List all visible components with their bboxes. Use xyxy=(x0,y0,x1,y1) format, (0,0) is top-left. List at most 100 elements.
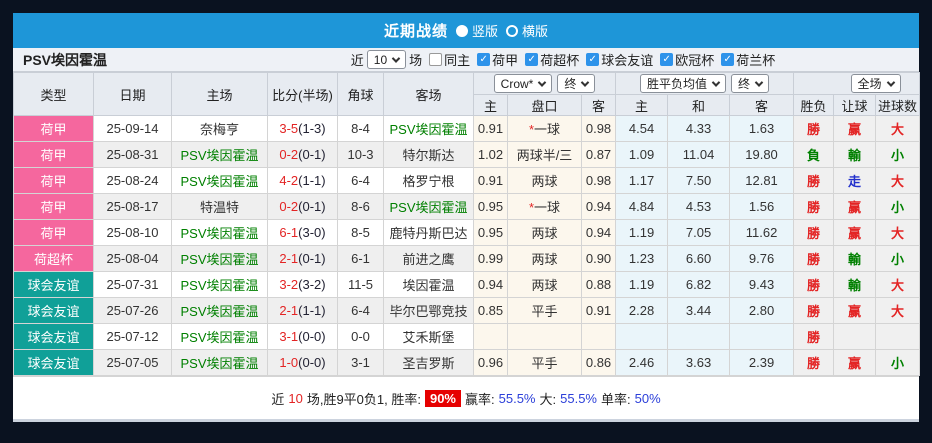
layout-option-horizontal[interactable]: 横版 xyxy=(506,21,548,40)
table-row: 荷甲 25-08-24 PSV埃因霍温 4-2(1-1) 6-4 格罗宁根 0.… xyxy=(13,167,921,194)
table-row: 球会友谊 25-07-31 PSV埃因霍温 3-2(3-2) 11-5 埃因霍温… xyxy=(13,271,921,298)
away-team[interactable]: 圣吉罗斯 xyxy=(383,349,474,376)
handicap-text: 平手 xyxy=(531,304,558,319)
fulltime-score: 3-1 xyxy=(279,329,299,344)
mean-odds-value: 胜平负均值 xyxy=(647,77,708,91)
mean-draw-odds xyxy=(667,323,731,350)
col-score: 比分(半场) xyxy=(267,72,338,116)
away-team[interactable]: 特尔斯达 xyxy=(383,141,474,168)
checkbox-checked-icon[interactable] xyxy=(586,53,600,66)
home-team[interactable]: PSV埃因霍温 xyxy=(171,167,268,194)
competition-checkbox-supercup[interactable]: 荷超杯 xyxy=(525,50,579,69)
fulltime-score: 4-2 xyxy=(279,173,299,188)
away-team[interactable]: 鹿特丹斯巴达 xyxy=(383,219,474,246)
halftime-score: (1-3) xyxy=(298,121,326,136)
away-team[interactable]: 艾禾斯堡 xyxy=(383,323,474,350)
away-team[interactable]: PSV埃因霍温 xyxy=(383,193,474,220)
mean-away-odds: 2.39 xyxy=(729,349,795,376)
competition-badge: 球会友谊 xyxy=(13,271,94,298)
score-cell: 3-2(3-2) xyxy=(267,271,338,298)
checkbox-checked-icon[interactable] xyxy=(721,53,735,66)
radio-unselected-icon[interactable] xyxy=(506,24,518,37)
home-team[interactable]: PSV埃因霍温 xyxy=(171,349,268,376)
home-team[interactable]: PSV埃因霍温 xyxy=(171,297,268,324)
layout-option-vertical[interactable]: 竖版 xyxy=(455,21,498,40)
handicap-line: 平手 xyxy=(507,349,582,376)
checkbox-checked-icon[interactable] xyxy=(477,53,491,66)
table-row: 荷甲 25-08-31 PSV埃因霍温 0-2(0-1) 10-3 特尔斯达 1… xyxy=(13,141,921,168)
competition-checkbox-knvb[interactable]: 荷兰杯 xyxy=(721,50,775,69)
away-team[interactable]: 前进之鹰 xyxy=(383,245,474,272)
same-home-checkbox[interactable]: 同主 xyxy=(429,50,470,69)
home-team[interactable]: PSV埃因霍温 xyxy=(171,219,268,246)
col-mean-home: 主 xyxy=(615,94,669,116)
fulltime-score: 2-1 xyxy=(279,303,299,318)
title-bar: 近期战绩 竖版 横版 xyxy=(13,13,919,48)
checkbox-icon[interactable] xyxy=(429,53,443,66)
away-team[interactable]: 毕尔巴鄂竞技 xyxy=(383,297,474,324)
score-cell: 0-2(0-1) xyxy=(267,193,338,220)
competition-checkbox-friendly[interactable]: 球会友谊 xyxy=(586,50,653,69)
odds-home: 1.02 xyxy=(473,141,508,168)
match-date: 25-07-12 xyxy=(93,323,172,350)
competition-badge: 荷超杯 xyxy=(13,245,94,272)
handicap-text: 两球 xyxy=(531,252,558,267)
odds-away: 0.88 xyxy=(580,271,617,298)
halftime-score: (1-1) xyxy=(298,173,326,188)
handicap-result xyxy=(833,323,877,350)
col-mean-draw: 和 xyxy=(667,94,731,116)
col-home: 主场 xyxy=(171,72,268,116)
checkbox-checked-icon[interactable] xyxy=(660,53,674,66)
competition-checkbox-eredivisie[interactable]: 荷甲 xyxy=(477,50,518,69)
handicap-line: *一球 xyxy=(507,115,582,142)
scope-select[interactable]: 全场 xyxy=(850,74,901,93)
radio-selected-icon[interactable] xyxy=(455,24,468,37)
match-count-select[interactable]: 10 xyxy=(366,50,407,69)
fulltime-score: 0-2 xyxy=(279,147,299,162)
mean-odds-select[interactable]: 胜平负均值 xyxy=(640,74,727,93)
match-date: 25-07-31 xyxy=(93,271,172,298)
fulltime-score: 6-1 xyxy=(279,225,299,240)
match-date: 25-08-24 xyxy=(93,167,172,194)
odds-time-select-2[interactable]: 终 xyxy=(731,74,770,93)
home-team[interactable]: PSV埃因霍温 xyxy=(171,323,268,350)
home-team[interactable]: PSV埃因霍温 xyxy=(171,245,268,272)
handicap-line: *一球 xyxy=(507,193,582,220)
corners: 8-5 xyxy=(337,219,384,246)
handicap-result: 赢 xyxy=(833,219,877,246)
away-team[interactable]: PSV埃因霍温 xyxy=(383,115,474,142)
home-team[interactable]: PSV埃因霍温 xyxy=(171,271,268,298)
mean-home-odds xyxy=(615,323,669,350)
col-corner: 角球 xyxy=(337,72,384,116)
goals-result: 大 xyxy=(875,271,921,298)
halftime-score: (3-2) xyxy=(298,277,326,292)
competition-checkbox-ucl[interactable]: 欧冠杯 xyxy=(660,50,714,69)
goals-result: 小 xyxy=(875,245,921,272)
competition-badge: 荷甲 xyxy=(13,219,94,246)
big-label: 大: xyxy=(539,391,557,407)
col-letball: 让球 xyxy=(833,94,877,116)
corners: 6-4 xyxy=(337,297,384,324)
home-team[interactable]: 特温特 xyxy=(171,193,268,220)
home-team[interactable]: PSV埃因霍温 xyxy=(171,141,268,168)
corners: 0-0 xyxy=(337,323,384,350)
mean-home-odds: 1.23 xyxy=(615,245,669,272)
halftime-score: (0-0) xyxy=(298,329,326,344)
goals-result: 小 xyxy=(875,349,921,376)
home-team[interactable]: 奈梅亨 xyxy=(171,115,268,142)
results-body: 荷甲 25-09-14 奈梅亨 3-5(1-3) 8-4 PSV埃因霍温 0.9… xyxy=(13,115,921,376)
away-team[interactable]: 格罗宁根 xyxy=(383,167,474,194)
mean-away-odds: 9.43 xyxy=(729,271,795,298)
col-outcome: 胜负 xyxy=(793,94,835,116)
handicap-text: 两球 xyxy=(531,174,558,189)
single-value: 50% xyxy=(634,390,661,406)
checkbox-checked-icon[interactable] xyxy=(525,53,539,66)
competition-badge: 荷甲 xyxy=(13,193,94,220)
away-team[interactable]: 埃因霍温 xyxy=(383,271,474,298)
handicap-result: 輸 xyxy=(833,245,877,272)
competition-label: 荷兰杯 xyxy=(736,53,776,68)
handicap-text: 两球半/三 xyxy=(516,148,573,163)
odds-time-select-1[interactable]: 终 xyxy=(557,74,596,93)
halftime-score: (0-1) xyxy=(298,199,326,214)
bookmaker-select[interactable]: Crow* xyxy=(493,74,553,93)
